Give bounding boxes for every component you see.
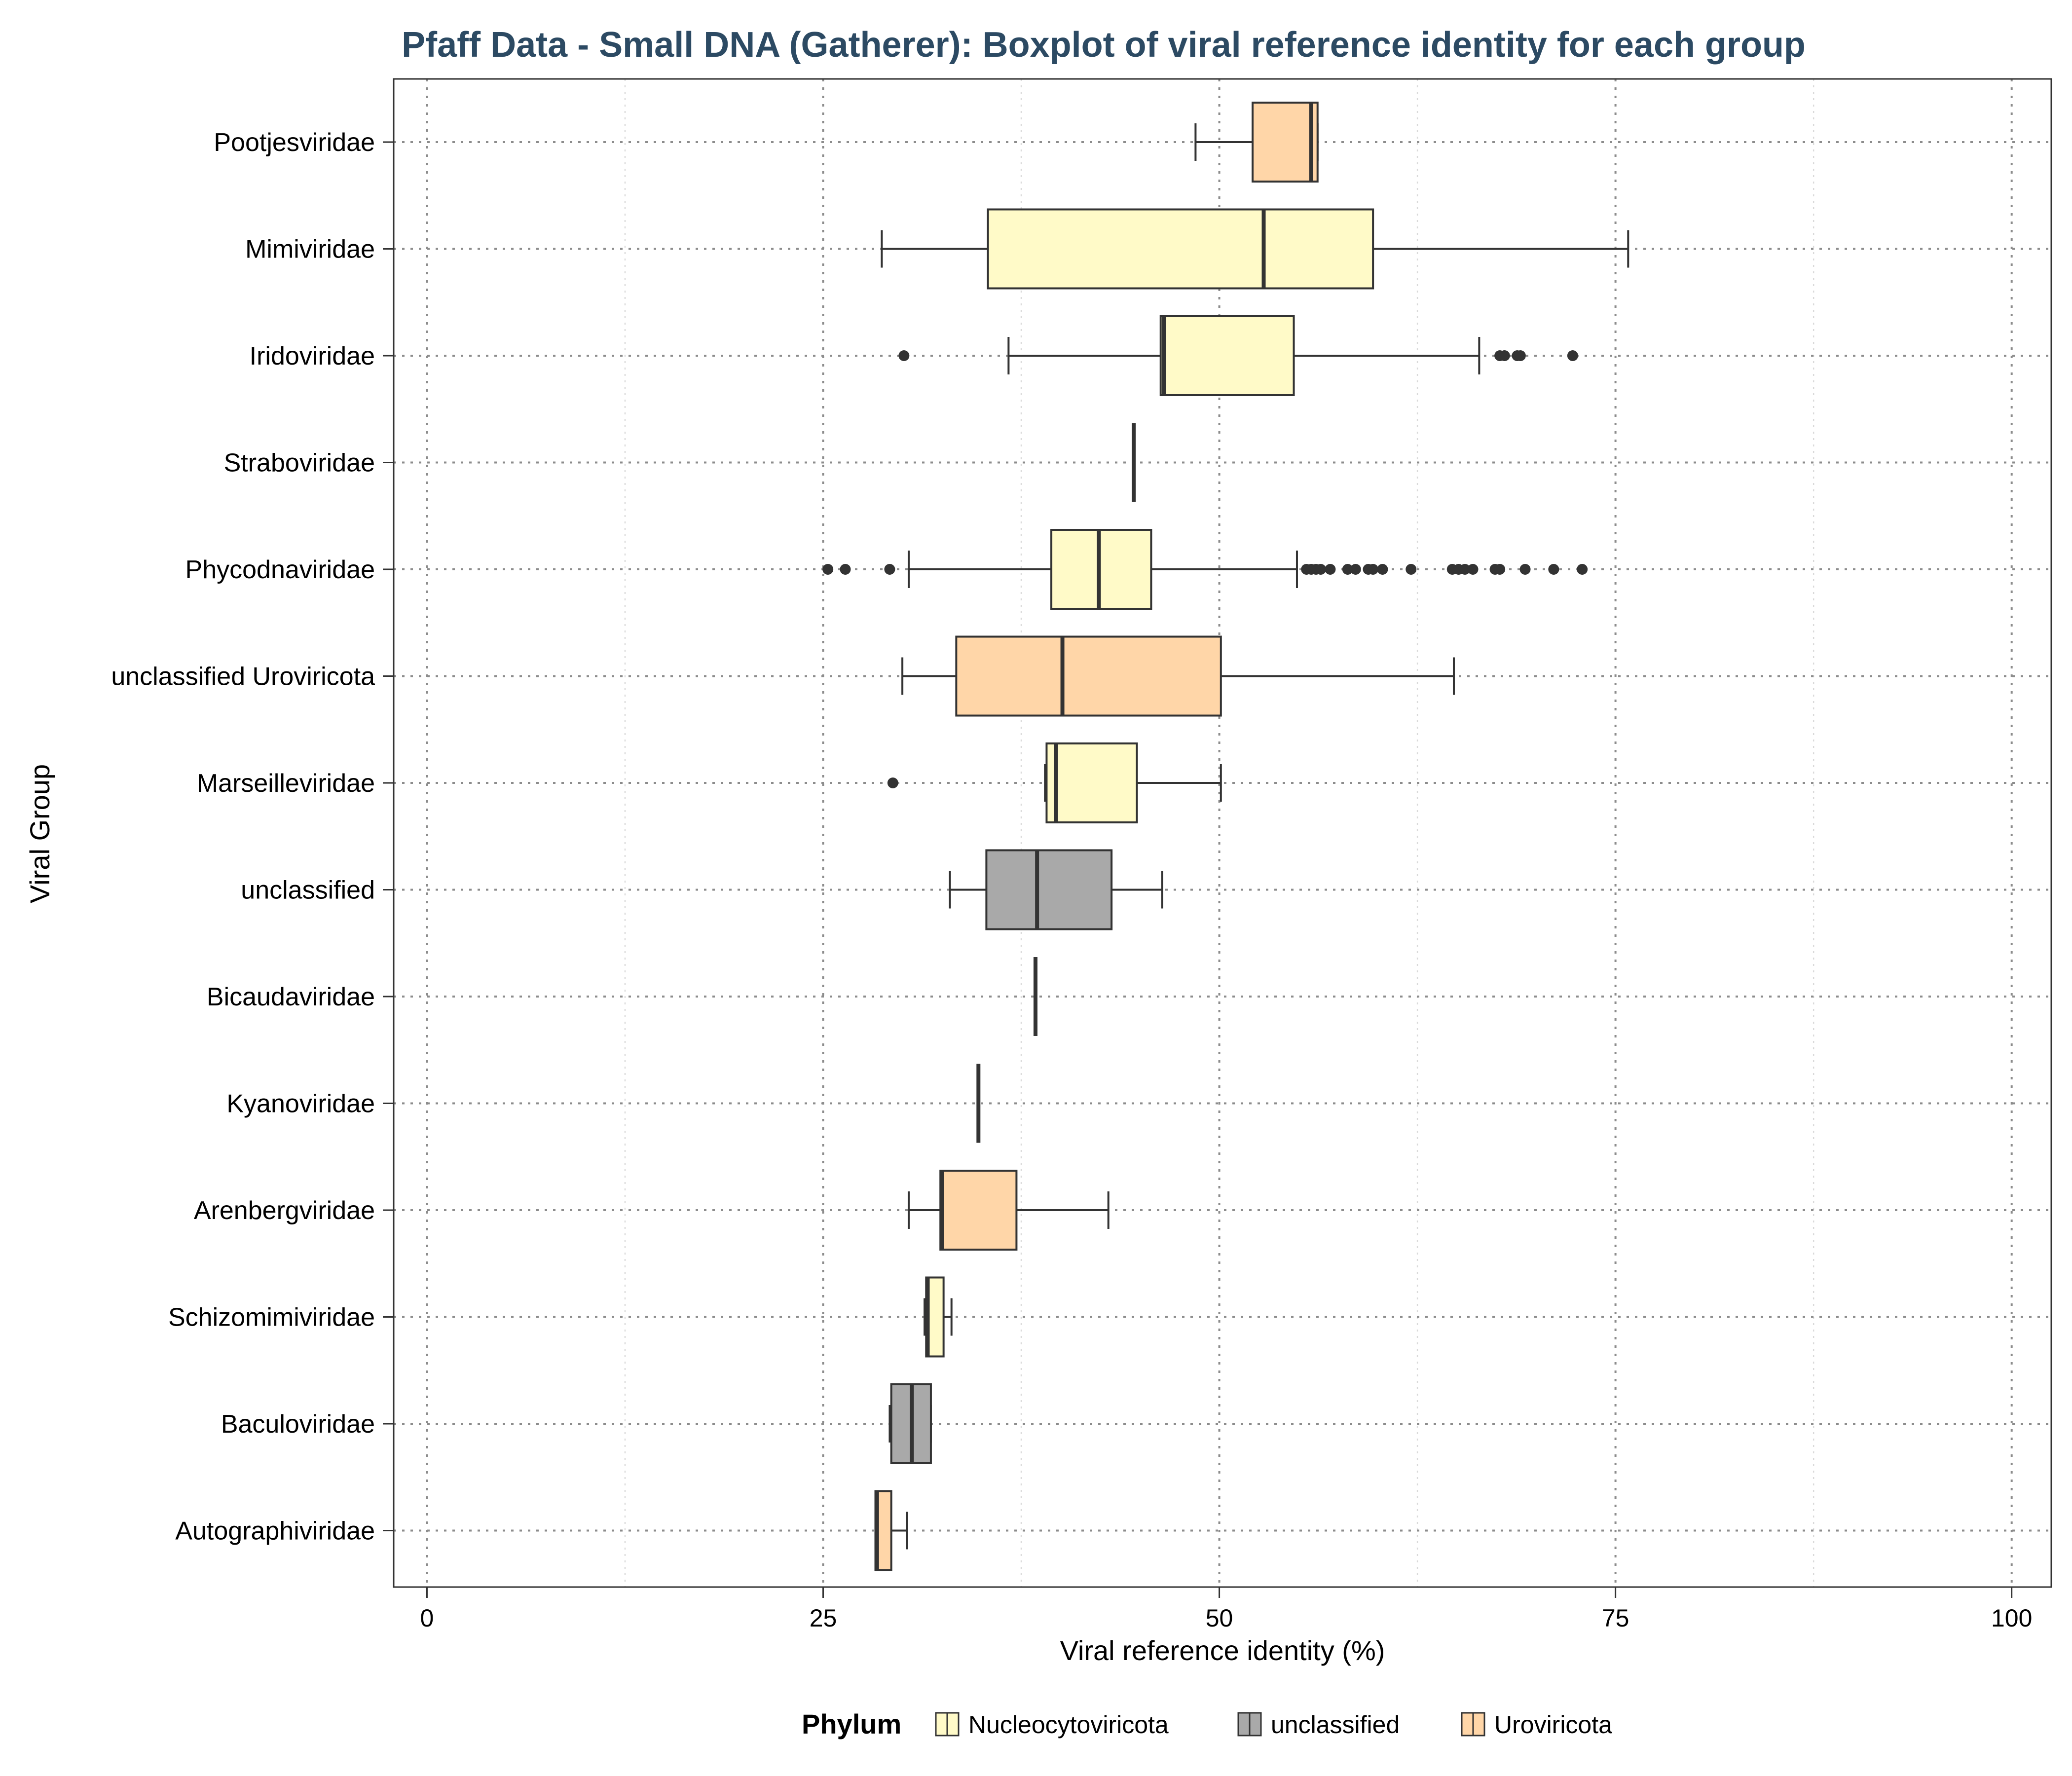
outlier-point (884, 564, 895, 575)
outlier-point (1377, 564, 1388, 575)
x-tick-label: 0 (420, 1604, 434, 1632)
legend-label: unclassified (1271, 1711, 1400, 1739)
x-tick-label: 25 (810, 1604, 837, 1632)
y-axis-label: Viral Group (24, 764, 55, 903)
y-tick-label: Autographiviridae (175, 1517, 375, 1546)
outlier-point (1325, 564, 1336, 575)
outlier-point (1406, 564, 1417, 575)
y-tick-label: Pootjesviridae (214, 128, 375, 157)
x-tick-label: 75 (1602, 1604, 1629, 1632)
y-tick-label: Marseilleviridae (197, 769, 375, 798)
outlier-point (840, 564, 851, 575)
box (1045, 742, 1138, 823)
x-tick-label: 100 (1991, 1604, 2032, 1632)
outlier-point (822, 564, 834, 575)
plot-frame (393, 78, 2052, 1588)
outlier-point (1459, 564, 1471, 575)
outlier-point (887, 777, 898, 788)
legend: Phylum Nucleocytoviricota unclassified Urov… (802, 1708, 1612, 1739)
box (987, 208, 1374, 290)
outlier-point (1567, 350, 1578, 361)
y-tick-label: Schizomimiviridae (168, 1303, 375, 1332)
box (985, 849, 1113, 930)
box (1159, 315, 1295, 396)
outlier-point (1342, 564, 1353, 575)
outlier-point (1548, 564, 1559, 575)
outlier-point (1368, 564, 1379, 575)
box (939, 1170, 1018, 1251)
y-tick-label: Kyanoviridae (226, 1090, 375, 1118)
box (1252, 102, 1319, 183)
outlier-point (1315, 564, 1327, 575)
outlier-point (1499, 350, 1510, 361)
outlier-point (1350, 564, 1361, 575)
legend-title: Phylum (802, 1708, 901, 1739)
outlier-point (1467, 564, 1479, 575)
chart-title: Pfaff Data - Small DNA (Gatherer): Boxpl… (402, 25, 1806, 65)
x-axis-label: Viral reference identity (%) (1060, 1635, 1385, 1666)
y-tick-label: Phycodnaviridae (185, 555, 375, 584)
legend-label: Uroviricota (1494, 1711, 1612, 1739)
y-tick-label: Arenbergviridae (194, 1196, 375, 1225)
outlier-point (1515, 350, 1526, 361)
y-tick-label: Iridoviridae (250, 342, 375, 370)
grid (394, 79, 2051, 1587)
y-tick-label: unclassified Uroviricota (111, 663, 375, 691)
y-tick-label: Bicaudaviridae (207, 983, 375, 1011)
outlier-point (1577, 564, 1588, 575)
legend-label: Nucleocytoviricota (968, 1711, 1169, 1739)
x-tick-label: 50 (1206, 1604, 1233, 1632)
outlier-point (1494, 564, 1506, 575)
outlier-point (898, 350, 910, 361)
box (955, 635, 1222, 717)
outlier-point (1519, 564, 1531, 575)
boxes (822, 102, 1629, 1571)
box (1050, 529, 1152, 610)
y-tick-label: Baculoviridae (221, 1410, 375, 1439)
y-tick-label: Mimiviridae (245, 235, 375, 264)
axes: 0 25 50 75 100 Pootjesviridae Mimiviridae Irido… (111, 128, 2032, 1632)
y-tick-label: unclassified (241, 876, 375, 905)
y-tick-label: Straboviridae (224, 449, 375, 478)
